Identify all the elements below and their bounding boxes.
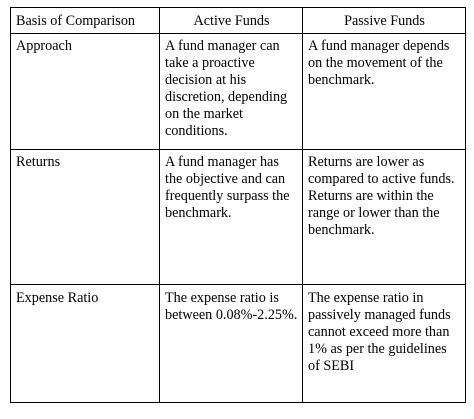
basis-cell: Returns [10,149,160,285]
table-row: Approach A fund manager can take a proac… [10,33,466,150]
active-cell: A fund manager has the objective and can… [159,149,303,285]
basis-cell: Expense Ratio [10,284,160,403]
header-basis: Basis of Comparison [10,7,160,34]
basis-cell: Approach [10,33,160,150]
passive-cell: A fund manager depends on the movement o… [302,33,466,150]
header-active-funds: Active Funds [159,7,303,34]
table-row: Expense Ratio The expense ratio is betwe… [10,284,466,403]
header-passive-funds: Passive Funds [302,7,466,34]
active-cell: The expense ratio is between 0.08%-2.25%… [159,284,303,403]
active-cell: A fund manager can take a proactive deci… [159,33,303,150]
header-row: Basis of Comparison Active Funds Passive… [10,7,466,34]
comparison-table: Basis of Comparison Active Funds Passive… [10,7,466,403]
passive-cell: The expense ratio in passively managed f… [302,284,466,403]
table-row: Returns A fund manager has the objective… [10,149,466,285]
passive-cell: Returns are lower as compared to active … [302,149,466,285]
